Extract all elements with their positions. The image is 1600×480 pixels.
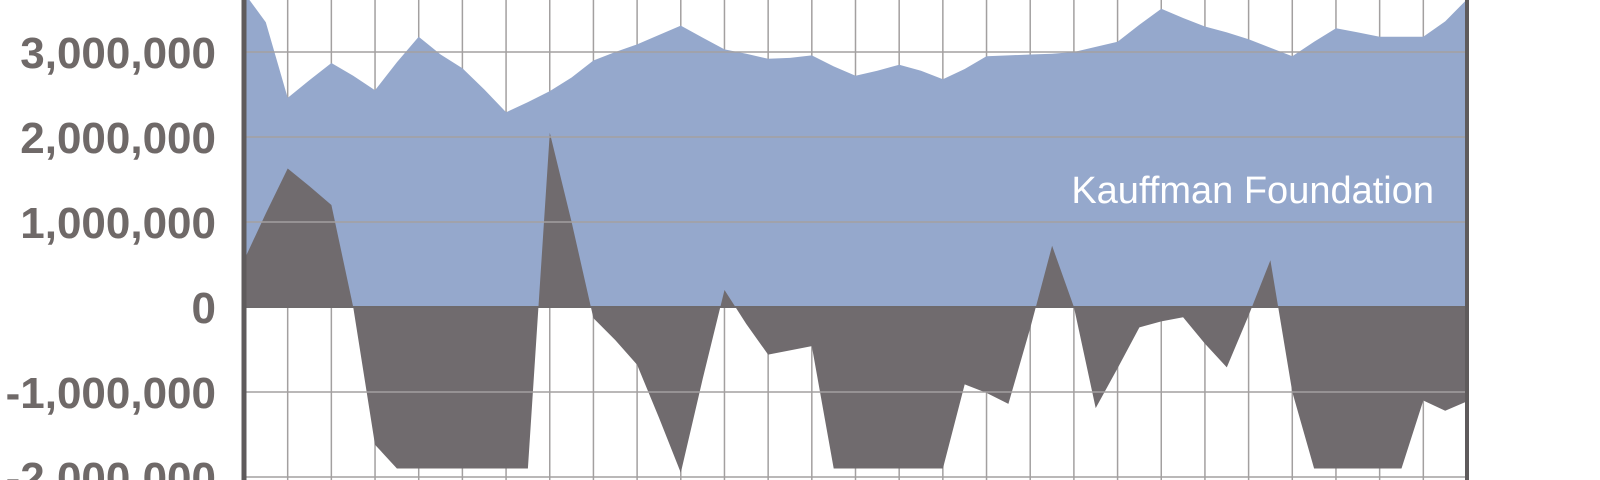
horizontal-gridlines (244, 51, 1467, 478)
series-label-kauffman-foundation: Kauffman Foundation (1071, 170, 1434, 212)
y-tick-label: 2,000,000 (20, 114, 216, 163)
plot-area (244, 0, 1467, 473)
axes (241, 0, 1469, 480)
y-tick-label: -2,000,000 (6, 454, 216, 480)
y-tick-label: 0 (192, 284, 216, 333)
y-tick-label: 1,000,000 (20, 199, 216, 248)
y-tick-label: 3,000,000 (20, 29, 216, 78)
area-series-2 (244, 132, 1467, 473)
y-tick-label: -1,000,000 (6, 369, 216, 418)
y-axis-tick-labels: 3,000,000 2,000,000 1,000,000 0 -1,000,000 -2… (6, 29, 216, 480)
